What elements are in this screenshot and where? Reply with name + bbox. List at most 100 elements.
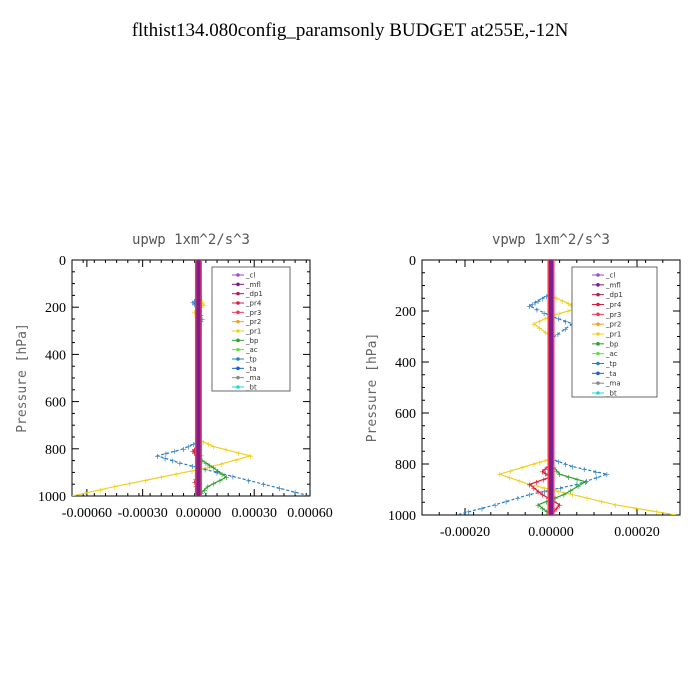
series-line-tp [155,260,310,496]
y-axis-label: Pressure [hPa] [15,323,30,433]
series-marker-tp: + [573,480,580,489]
series-marker-tp: + [562,460,569,469]
series-marker-tp: + [169,457,176,466]
y-tick-label: 600 [395,407,416,422]
legend-label-ac: _ac [605,350,618,358]
series-marker-pr1: + [530,320,537,329]
series-marker-pr1: + [556,310,563,319]
legend-label-pr4: _pr4 [605,301,622,309]
series-marker-pr4: + [539,468,546,477]
series-marker-bp: + [582,478,589,487]
series-marker-pr4: + [191,446,198,455]
series-marker-pr4: + [540,475,547,484]
series-marker-tp: + [581,465,588,474]
legend-marker-bp [596,342,600,346]
series-marker-pr1: + [569,491,576,500]
legend-marker-bp [236,338,240,343]
series-marker-bp: + [575,482,582,491]
series-marker-tp: + [229,472,236,481]
series-marker-tp: + [555,458,562,467]
series-marker-tp: + [529,300,536,309]
legend-label-tp: _tp [605,360,617,368]
y-tick-label: 800 [45,443,66,458]
legend-marker-mfl [236,282,240,287]
x-tick-label: -0.00020 [440,525,490,540]
legend-label-pr1: _pr1 [605,331,621,339]
series-marker-pr4: + [526,480,533,489]
main-title: flthist134.080config_paramsonly BUDGET a… [131,20,569,41]
legend-marker-dp1 [236,291,240,296]
series-marker-pr1: + [559,297,566,306]
x-tick-label: 0.00000 [176,506,222,521]
series-marker-pr4: + [533,478,540,487]
series-marker-tp: + [569,463,576,472]
series-marker-pr4: + [191,449,198,458]
series-marker-pr1: + [568,301,575,310]
series-marker-bp: + [553,467,560,476]
y-tick-label: 0 [59,254,66,269]
series-marker-tp: + [199,315,206,324]
series-marker-tp: + [562,317,569,326]
x-tick-label: 0.00030 [231,506,277,521]
panel-2: vpwp 1xm^2/s^3 Pressure [hPa] 0 200 400 600 80… [365,232,681,540]
legend-label-bt: _bt [245,384,257,392]
series-marker-pr1: + [517,477,524,486]
y-tick-label: 400 [45,348,66,363]
series-marker-tp: + [535,297,542,306]
legend-marker-pr2 [236,319,240,324]
series-marker-pr1: + [555,487,562,496]
legend-marker-pr2 [596,322,600,326]
panel-title: upwp 1xm^2/s^3 [132,232,250,248]
legend-marker-pr4 [236,301,240,305]
series-marker-tp: + [171,447,178,456]
legend-label-cl: _cl [245,272,255,280]
series-marker-pr1: + [565,307,572,316]
series-marker-pr1: + [223,446,230,455]
series-marker-bp: + [217,476,224,485]
series-marker-tp: + [543,292,550,301]
legend-marker-bt [236,385,240,389]
y-axis-label: Pressure [hPa] [365,333,380,443]
series-marker-tp: + [214,468,221,477]
legend-marker-pr1 [236,329,240,333]
series-marker-pr4: + [539,491,546,500]
series-marker-tp: + [245,476,252,485]
series-marker-pr4: + [190,447,197,456]
series-marker-pr1: + [189,467,196,476]
series-marker-tp: + [190,440,197,449]
series-marker-tp: + [479,504,486,513]
legend-label-pr3: _pr3 [245,309,261,317]
series-marker-pr1: + [82,489,89,498]
legend-label-pr1: _pr1 [245,328,261,336]
series-marker-bp: + [206,461,213,470]
series-marker-bp: + [574,475,581,484]
series-marker-pr1: + [210,442,217,451]
legend-marker-ta [236,366,240,371]
series-marker-tp: + [555,315,562,324]
legend-label-cl: _cl [605,272,615,280]
series-marker-bp: + [201,486,208,495]
series-marker-pr1: + [247,452,254,461]
series-marker-bp: + [223,473,230,482]
panel-title: vpwp 1xm^2/s^3 [492,232,610,248]
series-marker-bp: + [556,470,563,479]
legend-marker-ma [596,381,600,385]
series-marker-pr1: + [536,317,543,326]
legend: _cl_mfl _dp1 _pr4 _pr3 _pr2 _pr1_bp _ac _tp _ta _… [571,266,658,398]
series-marker-pr1: + [218,460,225,469]
series-marker-pr1: + [506,474,513,483]
series-marker-bp: + [565,473,572,482]
series-marker-tp: + [465,508,472,517]
series-marker-pr1: + [200,438,207,447]
series-marker-tp: + [189,462,196,471]
series-marker-pr1: + [541,484,548,493]
series-marker-pr1: + [598,498,605,507]
x-tick-label: -0.00060 [62,506,112,521]
y-tick-label: 0 [409,254,416,269]
series-marker-tp: + [532,299,539,308]
series-marker-tp: + [593,474,600,483]
series-marker-tp: + [260,480,267,489]
y-tick-label: 1000 [388,509,416,524]
legend-label-mfl: _mfl [605,281,621,289]
series-marker-bp: + [543,498,550,507]
